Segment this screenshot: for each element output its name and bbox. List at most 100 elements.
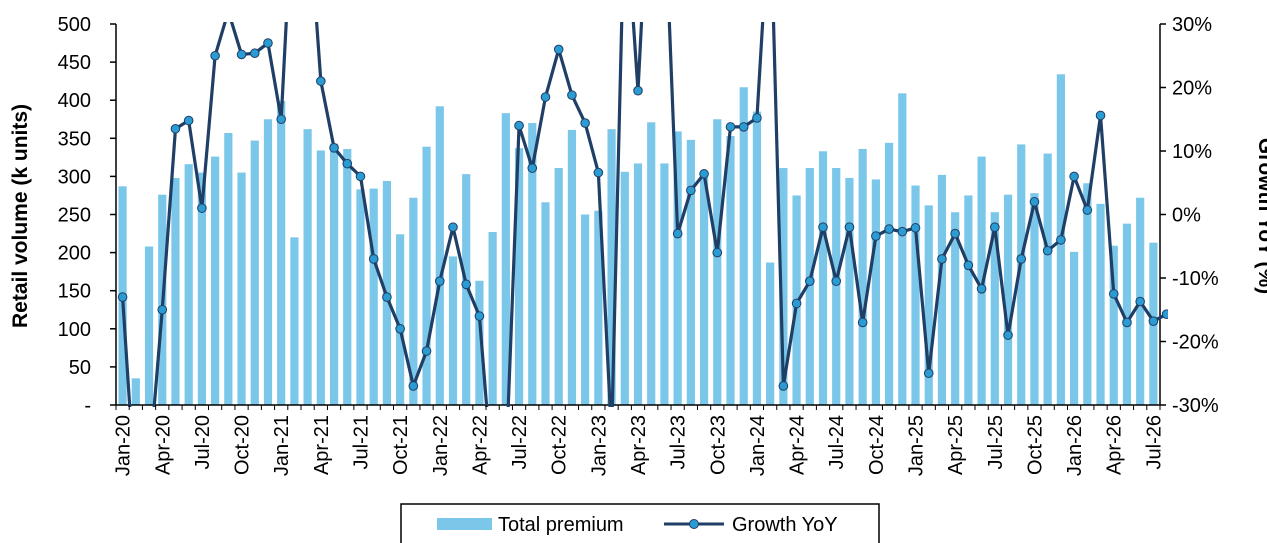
x-tick-label: Jan-22 <box>430 415 452 476</box>
bar <box>832 168 841 405</box>
growth-yoy-point <box>1042 245 1053 256</box>
y-left-tick-label: 100 <box>58 319 91 341</box>
x-tick-label: Jul-23 <box>668 415 690 469</box>
growth-yoy-point <box>395 324 405 334</box>
y-axis-right-ticks: -30% -20% -10% 0% 10% 20% 30% <box>1160 14 1219 417</box>
bar <box>329 143 339 405</box>
x-tick-label: Jan-23 <box>588 415 610 476</box>
growth-yoy-point <box>368 254 379 264</box>
bar <box>845 177 854 405</box>
growth-yoy-point <box>329 143 339 153</box>
x-tick-label: Oct-20 <box>232 415 254 475</box>
bar <box>488 232 497 405</box>
growth-yoy-point <box>923 368 934 379</box>
growth-yoy-point <box>553 44 564 55</box>
y-left-tick-label: 200 <box>58 243 91 265</box>
x-tick-label: Apr-23 <box>628 415 650 475</box>
growth-yoy-line <box>121 22 1168 407</box>
line-series-growth-yoy <box>117 22 1168 407</box>
bar <box>290 237 299 405</box>
growth-yoy-point <box>857 317 868 328</box>
growth-yoy-point <box>897 226 908 237</box>
legend-label-total-premium: Total premium <box>498 514 624 536</box>
bar <box>1017 144 1026 405</box>
x-tick-label: Jul-20 <box>192 415 214 469</box>
bar <box>356 189 365 405</box>
growth-yoy-point <box>514 120 524 131</box>
bar <box>713 119 722 405</box>
y-left-tick-label: 500 <box>58 14 91 36</box>
y-right-tick-label: 0% <box>1172 205 1201 227</box>
bar <box>448 256 458 405</box>
growth-yoy-point <box>950 228 960 239</box>
growth-yoy-point <box>249 48 260 59</box>
bar <box>475 280 484 405</box>
bar <box>462 174 471 405</box>
legend: Total premium Growth YoY <box>400 503 880 543</box>
bar <box>237 172 246 405</box>
y-left-tick-label: 300 <box>58 166 91 188</box>
y-left-tick-label: - <box>84 395 91 417</box>
growth-yoy-point <box>474 311 485 321</box>
bar <box>647 122 656 406</box>
growth-yoy-point <box>672 228 683 239</box>
bar <box>197 172 206 405</box>
growth-yoy-point <box>1003 330 1013 340</box>
bar <box>369 188 378 405</box>
x-tick-label: Oct-24 <box>866 415 888 475</box>
bar <box>620 171 629 405</box>
growth-yoy-point <box>844 222 855 232</box>
bar-series-total-premium <box>118 74 1158 406</box>
growth-yoy-point <box>342 158 353 169</box>
bar <box>633 163 643 405</box>
x-tick-label: Apr-20 <box>152 415 174 475</box>
growth-yoy-point <box>712 247 723 258</box>
y-left-tick-label: 450 <box>58 52 91 74</box>
growth-yoy-point <box>1122 317 1132 328</box>
growth-yoy-point <box>157 304 168 315</box>
growth-yoy-point <box>1108 289 1119 299</box>
x-tick-label: Oct-22 <box>549 415 571 475</box>
growth-yoy-point <box>276 114 286 125</box>
x-tick-label: Jan-20 <box>113 415 135 476</box>
growth-yoy-point <box>831 276 842 286</box>
legend-swatch-growth-yoy-marker <box>689 519 699 529</box>
x-tick-label: Jan-26 <box>1064 415 1086 476</box>
growth-yoy-point <box>1095 110 1106 121</box>
y-left-tick-label: 350 <box>58 128 91 150</box>
growth-yoy-point <box>805 276 815 286</box>
growth-yoy-point <box>210 50 220 61</box>
bar <box>211 156 220 405</box>
growth-yoy-point <box>725 122 736 132</box>
y-right-tick-label: 20% <box>1172 78 1212 100</box>
bar <box>699 174 709 405</box>
bar <box>1122 223 1132 405</box>
bar <box>567 129 577 406</box>
bar <box>184 164 193 405</box>
x-tick-label: Jan-24 <box>747 415 769 476</box>
bar <box>541 202 550 405</box>
bar <box>514 148 524 405</box>
bar <box>673 131 682 405</box>
bar <box>739 87 748 405</box>
bar <box>581 214 590 405</box>
growth-yoy-point <box>355 171 366 182</box>
bar <box>528 123 537 405</box>
x-tick-label: Oct-23 <box>707 415 729 475</box>
x-tick-label: Jul-21 <box>350 415 372 469</box>
x-tick-label: Apr-24 <box>787 415 809 475</box>
growth-yoy-point <box>871 231 881 241</box>
growth-yoy-point <box>1069 171 1079 182</box>
x-tick-label: Oct-21 <box>390 415 412 475</box>
growth-yoy-point <box>990 222 1000 232</box>
growth-yoy-point <box>197 203 207 213</box>
x-tick-label: Jan-25 <box>906 415 928 476</box>
bar <box>1003 194 1013 405</box>
growth-yoy-point <box>448 222 458 232</box>
growth-yoy-point <box>791 298 802 309</box>
growth-yoy-point <box>738 122 749 132</box>
bar <box>686 139 695 405</box>
growth-yoy-point <box>580 118 590 128</box>
x-tick-label: Jul-26 <box>1143 415 1165 469</box>
